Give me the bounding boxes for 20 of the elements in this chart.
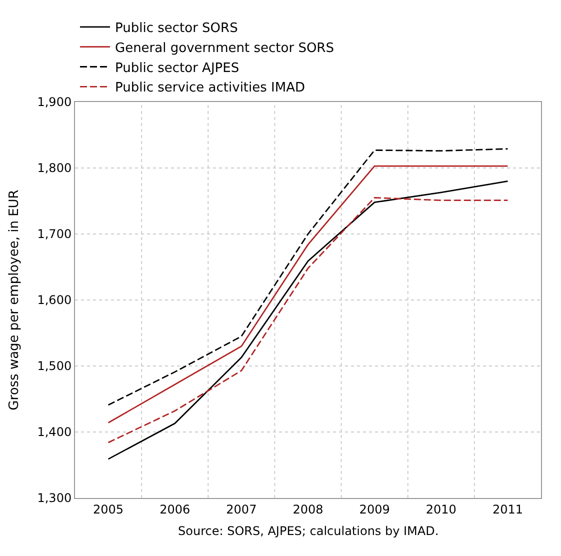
x-tick-label: 2010 <box>426 502 456 516</box>
x-tick-label: 2009 <box>359 502 390 516</box>
legend-label: Public sector SORS <box>115 21 238 36</box>
x-tick-label: 2005 <box>93 502 124 516</box>
y-tick-label: 1,700 <box>37 227 72 242</box>
x-tick-label: 2007 <box>226 502 257 516</box>
x-tick-label: 2008 <box>292 502 324 516</box>
legend-label: Public sector AJPES <box>115 60 240 76</box>
y-tick-label: 1,800 <box>37 161 72 176</box>
legend-label: Public service activities IMAD <box>115 80 305 96</box>
y-tick-label: 1,300 <box>37 491 72 506</box>
x-tick-label: 2011 <box>492 502 523 516</box>
y-tick-label: 1,900 <box>37 95 72 110</box>
y-axis-title: Gross wage per employee, in EUR <box>7 190 22 410</box>
source-note: Source: SORS, AJPES; calculations by IMAD. <box>178 524 439 538</box>
y-tick-label: 1,600 <box>37 293 72 308</box>
y-tick-label: 1,400 <box>37 425 72 440</box>
x-tick-label: 2006 <box>160 502 190 516</box>
legend-label: General government sector SORS <box>115 40 334 56</box>
y-tick-label: 1,500 <box>37 359 72 374</box>
